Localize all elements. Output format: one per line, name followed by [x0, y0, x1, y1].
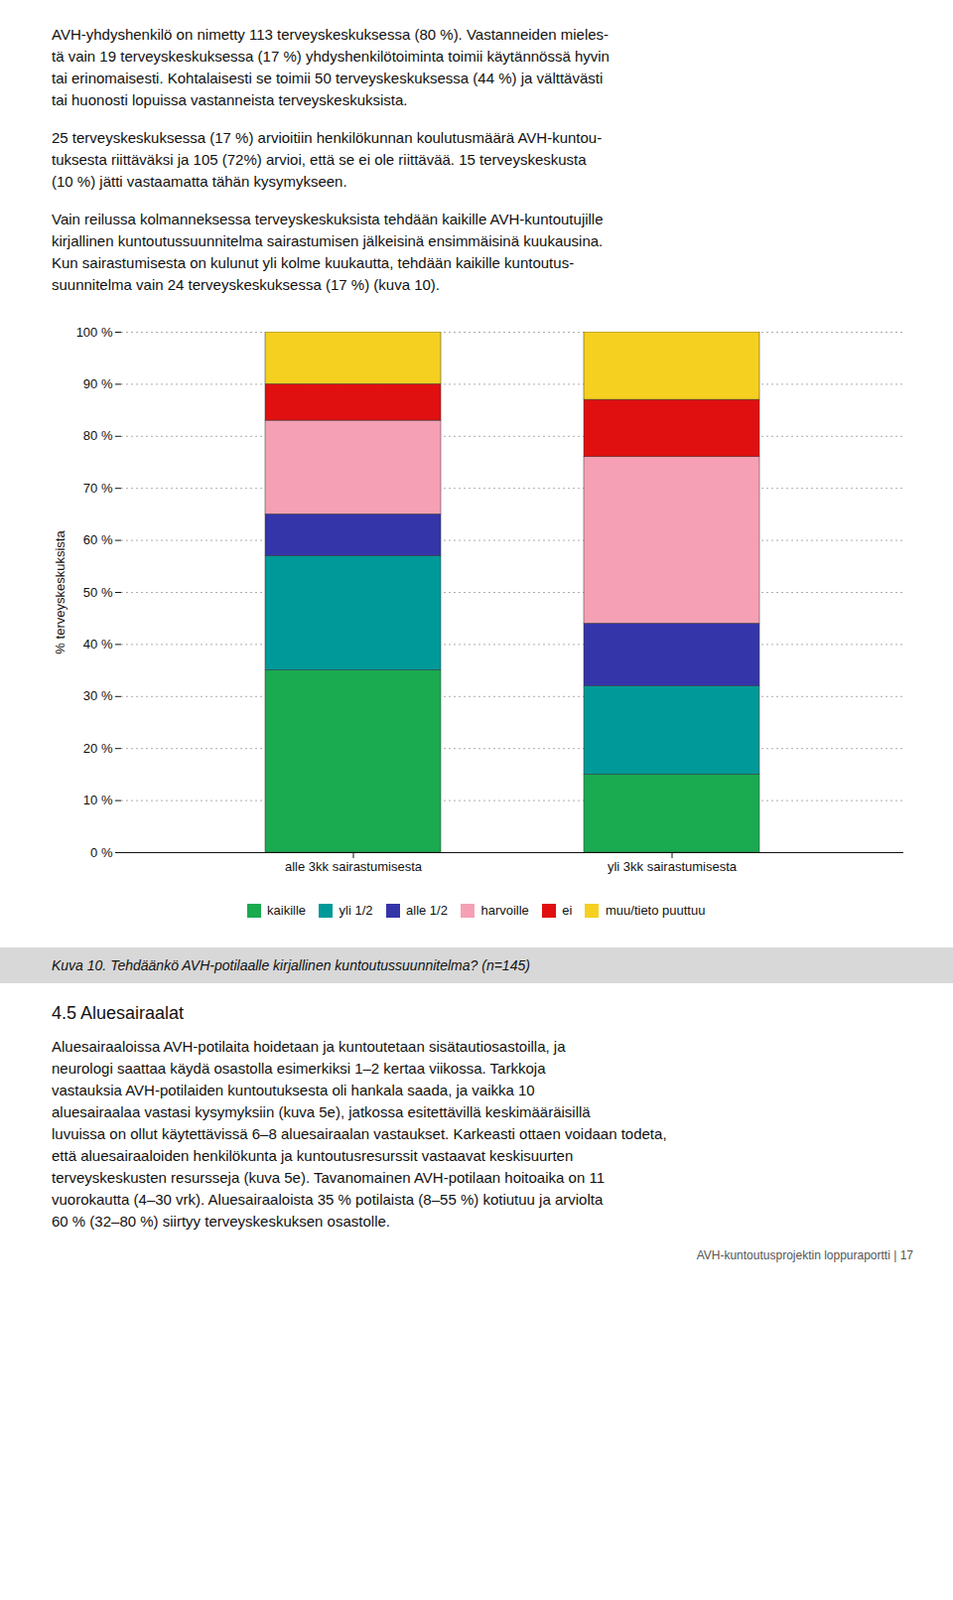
- html-text:harvoille: harvoille: [480, 902, 530, 918]
- html-text:terveyskeskusten resursseja (k: terveyskeskusten resursseja (kuva 5e). T…: [51, 1167, 605, 1185]
- html-text:luvuissa on ollut käytettäviss: luvuissa on ollut käytettävissä 6–8 alue…: [51, 1124, 667, 1142]
- svg-text:90 %: 90 %: [83, 376, 114, 392]
- svg-text:yli 3kk sairastumisesta: yli 3kk sairastumisesta: [607, 858, 738, 874]
- svg-text:50 %: 50 %: [83, 584, 114, 600]
- html-text:Kun sairastumisesta on kulunut: Kun sairastumisesta on kulunut yli kolme…: [51, 254, 574, 272]
- svg-text:alle 3kk sairastumisesta: alle 3kk sairastumisesta: [284, 858, 423, 874]
- html-text:tä vain 19 terveyskeskuksessa: tä vain 19 terveyskeskuksessa (17 %) yhd…: [51, 47, 610, 65]
- html-text:AVH-yhdyshenkilö on nimetty 11: AVH-yhdyshenkilö on nimetty 113 terveysk…: [51, 25, 609, 43]
- html-text:60 % (32–80 %) siirtyy terveys: 60 % (32–80 %) siirtyy terveyskeskuksen …: [51, 1211, 391, 1229]
- html-text:Vain reilussa kolmanneksessa t: Vain reilussa kolmanneksessa terveyskesk…: [51, 210, 604, 228]
- svg-text:70 %: 70 %: [83, 480, 114, 496]
- svg-text:10 %: 10 %: [83, 792, 114, 808]
- svg-text:40 %: 40 %: [83, 636, 114, 652]
- html-text:(10 %) jätti vastaamatta tähän: (10 %) jätti vastaamatta tähän kysymykse…: [51, 172, 348, 190]
- html-text:Aluesairaaloissa AVH-potilaita: Aluesairaaloissa AVH-potilaita hoidetaan…: [51, 1036, 566, 1054]
- svg-text:30 %: 30 %: [83, 687, 114, 703]
- html-text:alle 1/2: alle 1/2: [406, 902, 448, 918]
- svg-text:80 %: 80 %: [83, 427, 114, 443]
- html-text:tai huonosti lopuissa vastanne: tai huonosti lopuissa vastanneista terve…: [51, 91, 408, 109]
- svg-text:% terveyskeskuksista: % terveyskeskuksista: [52, 530, 68, 655]
- html-text:25 terveyskeskuksessa (17 %) a: 25 terveyskeskuksessa (17 %) arvioitiin …: [51, 129, 602, 146]
- html-text:Kuva 10. Tehdäänkö AVH-potilaa: Kuva 10. Tehdäänkö AVH-potilaalle kirjal…: [51, 956, 531, 973]
- svg-text:20 %: 20 %: [83, 740, 114, 756]
- html-text:ei: ei: [562, 902, 573, 918]
- html-text:muu/tieto puuttuu: muu/tieto puuttuu: [605, 902, 706, 918]
- html-text:kaikille: kaikille: [267, 902, 306, 918]
- html-text:vastauksia AVH-potilaiden kunt: vastauksia AVH-potilaiden kuntoutuksesta…: [51, 1080, 535, 1098]
- html-text:vuorokautta (4–30 vrk). Aluesa: vuorokautta (4–30 vrk). Aluesairaaloista…: [51, 1189, 603, 1207]
- html-text:tai erinomaisesti. Kohtalaises: tai erinomaisesti. Kohtalaisesti se toim…: [51, 69, 603, 87]
- html-text:AVH-kuntoutusprojektin loppura: AVH-kuntoutusprojektin loppuraportti | 1…: [696, 1247, 914, 1262]
- html-text:aluesairaalaa vastasi kysymyks: aluesairaalaa vastasi kysymyksiin (kuva …: [51, 1102, 591, 1120]
- svg-text:100 %: 100 %: [76, 324, 114, 340]
- html-text:neurologi saattaa käydä osasto: neurologi saattaa käydä osastolla esimer…: [51, 1058, 546, 1076]
- html-text:että aluesairaaloiden henkilök: että aluesairaaloiden henkilökunta ja ku…: [51, 1146, 574, 1163]
- html-text:kirjallinen kuntoutussuunnitel: kirjallinen kuntoutussuunnitelma sairast…: [51, 232, 603, 250]
- html-text:suunnitelma vain 24 terveyskes: suunnitelma vain 24 terveyskeskuksessa (…: [51, 275, 440, 293]
- html-text:4.5 Aluesairaalat: 4.5 Aluesairaalat: [51, 1002, 184, 1022]
- html-text:yli 1/2: yli 1/2: [339, 902, 373, 918]
- html-text:tuksesta riittäväksi ja 105 (7: tuksesta riittäväksi ja 105 (72%) arvioi…: [51, 150, 587, 168]
- svg-text:60 %: 60 %: [83, 532, 114, 547]
- svg-text:0 %: 0 %: [90, 844, 114, 860]
